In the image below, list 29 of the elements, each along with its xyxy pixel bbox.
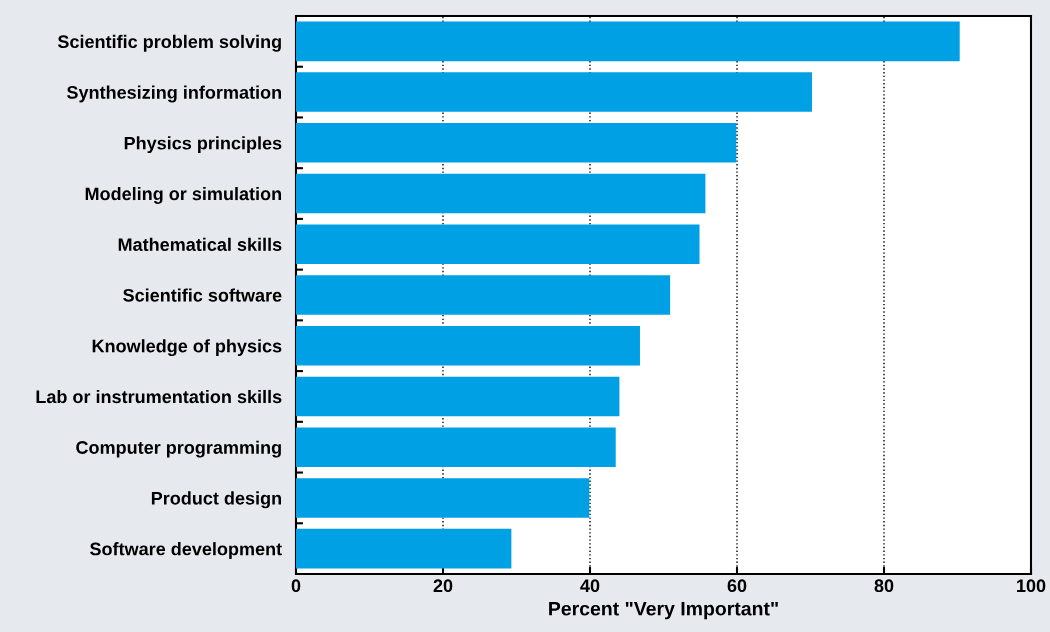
x-tick-label: 100 <box>1017 579 1046 593</box>
y-tick-label: Mathematical skills <box>118 237 282 251</box>
y-tick-label: Physics principles <box>124 136 282 154</box>
bar <box>296 427 616 467</box>
x-tick-label: 40 <box>580 579 600 593</box>
x-tick-label: 80 <box>874 579 894 593</box>
bar <box>296 173 706 214</box>
x-tick-label: 20 <box>433 579 453 593</box>
y-tick-label: Software development <box>90 542 282 559</box>
y-tick-label: Knowledge of physics <box>92 339 282 357</box>
bar <box>296 376 620 417</box>
y-tick-label: Synthesizing information <box>66 85 282 103</box>
bar <box>296 123 737 163</box>
y-tick-label: Scientific software <box>123 288 282 302</box>
bar <box>296 275 671 315</box>
bar <box>296 224 700 265</box>
y-tick-label: Computer programming <box>76 440 281 458</box>
x-axis-title: Percent "Very Important" <box>549 601 778 620</box>
x-tick-label: 60 <box>727 579 747 593</box>
y-tick-label: Scientific problem solving <box>57 34 281 52</box>
y-tick-label: Product design <box>151 491 281 509</box>
y-tick-label: Modeling or simulation <box>85 187 282 204</box>
y-tick-label: Lab or instrumentation skills <box>36 389 282 404</box>
x-tick-label: 0 <box>291 579 301 593</box>
bar <box>296 72 812 112</box>
bar <box>296 528 512 569</box>
bar <box>296 21 960 62</box>
bar <box>296 325 640 366</box>
bar <box>296 478 590 518</box>
